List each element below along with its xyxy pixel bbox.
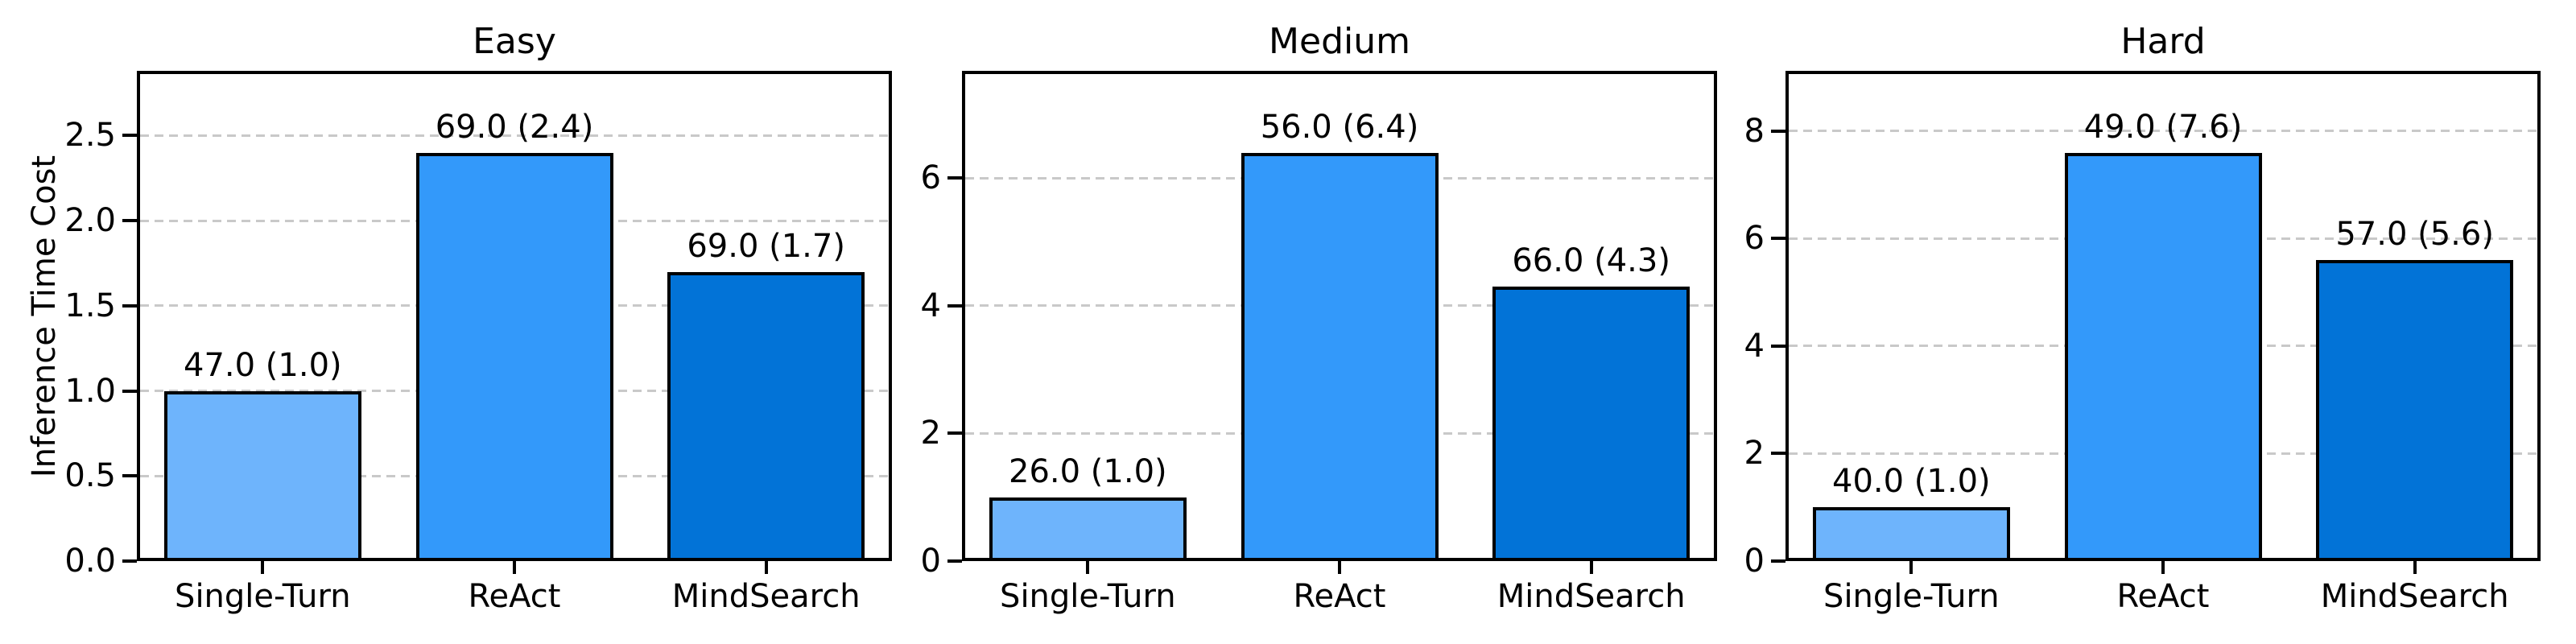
y-tick: [122, 303, 137, 308]
y-tick-label: 1.0: [64, 372, 116, 410]
axes-frame-left: [137, 71, 140, 561]
axes-frame-left: [962, 71, 965, 561]
bar-value-label: 69.0 (1.7): [687, 227, 845, 265]
bar-value-label: 66.0 (4.3): [1512, 242, 1670, 280]
x-tick: [1086, 561, 1090, 574]
chart-panel: Easy 0.0 0.5 1.0 1.5 2.0 2.5 47.0 (1.0) Single-…: [64, 0, 892, 644]
y-tick-label: 2: [1744, 435, 1765, 473]
chart-panel: Hard 0 2 4 6 8 40.0 (1.0) Single-Turn 49.0 (7.6…: [1744, 0, 2541, 644]
axes-frame-right: [889, 71, 892, 561]
x-tick: [2413, 561, 2417, 574]
bar: [2064, 152, 2262, 561]
y-tick: [122, 559, 137, 563]
bar: [1812, 507, 2010, 561]
axes-frame-right: [2537, 71, 2541, 561]
x-tick-label: MindSearch: [2320, 578, 2509, 615]
axes-frame-top: [137, 71, 892, 74]
x-tick: [764, 561, 768, 574]
y-tick-label: 8: [1744, 112, 1765, 150]
y-tick-label: 0.5: [64, 457, 116, 495]
x-tick-label: MindSearch: [1496, 578, 1686, 615]
y-tick: [947, 431, 962, 436]
y-axis-label: Inference Time Cost: [26, 155, 63, 478]
bar-value-label: 47.0 (1.0): [184, 346, 342, 384]
axes-frame-bottom: [137, 558, 892, 561]
axes-frame-top: [962, 71, 1717, 74]
y-tick: [1771, 344, 1785, 348]
y-tick-label: 1.5: [64, 287, 116, 324]
y-tick-label: 0: [1744, 543, 1765, 580]
x-tick-label: ReAct: [468, 578, 561, 615]
y-tick: [122, 219, 137, 223]
chart-panel: Medium 0 2 4 6 26.0 (1.0) Single-Turn 56.0 (6.…: [921, 0, 1717, 644]
y-tick-label: 6: [1744, 220, 1765, 258]
plot-area: 0.0 0.5 1.0 1.5 2.0 2.5 47.0 (1.0) Single-Turn 6…: [64, 71, 892, 613]
x-tick-label: Single-Turn: [1000, 578, 1176, 615]
bar: [2316, 260, 2514, 561]
y-tick: [122, 474, 137, 478]
bar: [1492, 287, 1690, 561]
bar: [415, 152, 613, 561]
bar-value-label: 57.0 (5.6): [2335, 216, 2494, 254]
x-tick: [2161, 561, 2165, 574]
x-tick: [1338, 561, 1341, 574]
bar: [1241, 152, 1439, 561]
y-tick: [1771, 129, 1785, 133]
gridline: [140, 134, 889, 137]
axes-frame-bottom: [962, 558, 1717, 561]
bar: [163, 390, 361, 561]
y-tick-label: 4: [920, 287, 941, 324]
gridline: [1789, 130, 2537, 133]
y-tick-label: 4: [1744, 327, 1765, 365]
x-tick-label: ReAct: [2116, 578, 2210, 615]
bar-value-label: 56.0 (6.4): [1260, 108, 1419, 146]
axes-frame-right: [1714, 71, 1717, 561]
x-tick: [513, 561, 516, 574]
x-tick-label: MindSearch: [671, 578, 861, 615]
x-tick-label: Single-Turn: [175, 578, 351, 615]
chart-title: Easy: [473, 21, 556, 62]
y-tick-label: 2: [920, 415, 941, 452]
x-tick-label: ReAct: [1293, 578, 1386, 615]
bar-value-label: 49.0 (7.6): [2083, 108, 2243, 146]
bar-value-label: 69.0 (2.4): [435, 108, 594, 146]
plot-area: 0 2 4 6 26.0 (1.0) Single-Turn 56.0 (6.4) ReAct…: [921, 71, 1717, 613]
axes-frame-top: [1785, 71, 2541, 74]
bar-value-label: 26.0 (1.0): [1009, 452, 1167, 490]
y-tick: [122, 389, 137, 393]
axes-frame-left: [1785, 71, 1789, 561]
y-tick-label: 0: [920, 543, 941, 580]
y-tick: [947, 303, 962, 308]
y-tick-label: 2.5: [64, 117, 116, 155]
plot-area: 0 2 4 6 8 40.0 (1.0) Single-Turn 49.0 (7.6) ReAc…: [1744, 71, 2541, 613]
y-tick-label: 0.0: [64, 543, 116, 580]
y-tick: [1771, 559, 1785, 563]
x-tick: [1589, 561, 1593, 574]
y-tick: [122, 134, 137, 138]
x-tick-label: Single-Turn: [1823, 578, 2000, 615]
y-tick-label: 6: [920, 159, 941, 197]
chart-title: Hard: [2120, 21, 2206, 62]
y-tick: [1771, 237, 1785, 241]
bar: [989, 497, 1187, 561]
y-tick-label: 2.0: [64, 202, 116, 240]
y-tick: [1771, 452, 1785, 456]
x-tick: [261, 561, 265, 574]
chart-title: Medium: [1269, 21, 1410, 62]
axes-frame-bottom: [1785, 558, 2541, 561]
y-tick: [947, 176, 962, 180]
bar: [667, 271, 865, 561]
y-tick: [947, 559, 962, 563]
bar-value-label: 40.0 (1.0): [1832, 463, 1991, 501]
x-tick: [1909, 561, 1913, 574]
